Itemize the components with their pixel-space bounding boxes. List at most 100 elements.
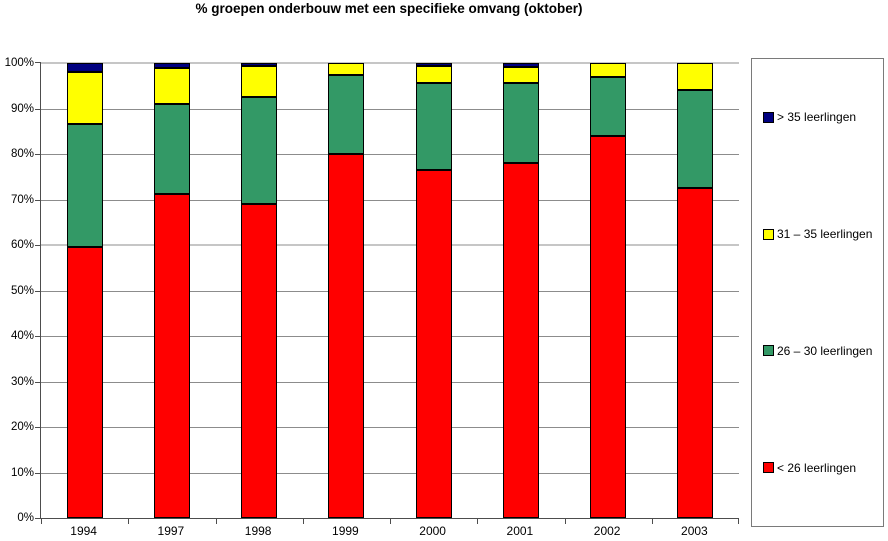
y-axis-label: 20% xyxy=(10,421,34,433)
bar-segment xyxy=(502,163,539,518)
y-axis-label: 30% xyxy=(10,375,34,388)
gridline xyxy=(41,154,739,155)
x-axis-label: 2001 xyxy=(506,524,534,538)
y-axis-tick xyxy=(35,108,41,110)
gridline xyxy=(41,472,739,474)
bar-segment xyxy=(66,124,103,248)
bar-segment xyxy=(502,82,539,164)
bar-segment xyxy=(328,63,365,76)
y-axis-tick xyxy=(35,154,41,155)
y-axis-label: 50% xyxy=(10,284,34,297)
bar-segment xyxy=(502,63,539,67)
bar-segment xyxy=(241,63,278,67)
legend-swatch-icon xyxy=(763,111,774,123)
bar-2003 xyxy=(677,63,714,518)
x-axis-tick xyxy=(564,519,566,524)
legend-swatch-icon xyxy=(763,462,774,474)
y-axis-label: 90% xyxy=(10,102,34,115)
gridline xyxy=(41,199,739,201)
legend-item: > 35 leerlingen xyxy=(763,110,883,124)
y-axis-label: 70% xyxy=(10,193,34,206)
legend-swatch-icon xyxy=(763,228,774,240)
bar-segment xyxy=(415,66,452,83)
legend-item: < 26 leerlingen xyxy=(763,461,883,475)
y-axis-tick xyxy=(35,245,41,246)
legend-swatch-icon xyxy=(763,345,774,357)
bar-segment xyxy=(241,66,278,98)
x-axis-label: 2002 xyxy=(593,524,621,538)
legend-item: 31 – 35 leerlingen xyxy=(763,227,883,241)
bar-segment xyxy=(241,204,278,518)
legend-label: 26 – 30 leerlingen xyxy=(777,343,873,358)
y-axis-label: 60% xyxy=(10,239,34,251)
x-axis-label: 1997 xyxy=(157,524,185,538)
bar-segment xyxy=(153,103,190,194)
legend-label: 31 – 35 leerlingen xyxy=(777,227,873,242)
gridline xyxy=(41,108,739,110)
bar-segment xyxy=(241,97,278,205)
y-axis-tick xyxy=(35,199,41,201)
bar-segment xyxy=(590,135,627,518)
bar-segment xyxy=(415,82,452,171)
x-axis-label: 1998 xyxy=(244,524,272,538)
gridline xyxy=(41,427,739,428)
bar-1999 xyxy=(328,63,365,518)
bar-1994 xyxy=(66,63,103,518)
bar-segment xyxy=(153,193,190,518)
bar-segment xyxy=(66,72,103,125)
y-axis-tick xyxy=(35,336,41,337)
x-axis-tick xyxy=(477,519,479,524)
chart-title: % groepen onderbouw met een specifieke o… xyxy=(195,1,583,16)
y-axis-tick xyxy=(35,472,41,474)
x-axis-label: 2003 xyxy=(681,524,708,538)
bar-segment xyxy=(415,170,452,518)
x-axis-label: 2000 xyxy=(419,524,446,538)
bar-segment xyxy=(415,63,452,67)
gridline xyxy=(41,244,739,246)
legend-item: 26 – 30 leerlingen xyxy=(763,344,883,358)
y-axis-label: 100% xyxy=(4,57,34,69)
bar-2001 xyxy=(502,63,539,518)
bar-segment xyxy=(66,247,103,518)
y-axis-tick xyxy=(35,427,41,428)
bar-1998 xyxy=(241,63,278,518)
x-axis-label: 1994 xyxy=(70,524,97,538)
bar-segment xyxy=(66,63,103,73)
x-axis-tick xyxy=(215,519,217,524)
bar-segment xyxy=(153,67,190,104)
bar-segment xyxy=(153,63,190,68)
y-axis-label: 10% xyxy=(10,466,34,479)
bar-segment xyxy=(328,154,365,518)
y-axis-tick xyxy=(35,381,41,383)
bar-segment xyxy=(677,188,714,518)
x-axis-tick xyxy=(41,519,42,524)
gridline xyxy=(41,381,739,383)
gridline xyxy=(41,336,739,337)
y-axis-tick xyxy=(35,62,41,63)
y-axis-tick xyxy=(35,290,41,292)
bar-segment xyxy=(502,66,539,83)
plot-area xyxy=(35,62,739,524)
y-axis-label: 80% xyxy=(10,148,34,160)
x-axis-tick xyxy=(390,519,391,524)
x-axis-label: 1999 xyxy=(332,524,359,538)
legend-label: < 26 leerlingen xyxy=(777,460,857,475)
x-axis-tick xyxy=(128,519,130,524)
y-axis-label: 0% xyxy=(17,512,34,524)
x-axis-tick xyxy=(651,519,653,524)
bar-2002 xyxy=(590,63,627,518)
gridline xyxy=(41,62,739,64)
bar-segment xyxy=(677,63,714,91)
legend: > 35 leerlingen 31 – 35 leerlingen 26 – 30… xyxy=(751,58,884,527)
bar-1997 xyxy=(153,63,190,518)
gridline xyxy=(41,290,739,292)
y-axis-tick xyxy=(35,518,41,519)
bar-segment xyxy=(328,75,365,154)
y-axis-label: 40% xyxy=(10,330,34,342)
bar-segment xyxy=(677,90,714,189)
bar-segment xyxy=(590,76,627,136)
bar-2000 xyxy=(415,63,452,518)
legend-label: > 35 leerlingen xyxy=(777,110,857,125)
bar-segment xyxy=(590,63,627,77)
